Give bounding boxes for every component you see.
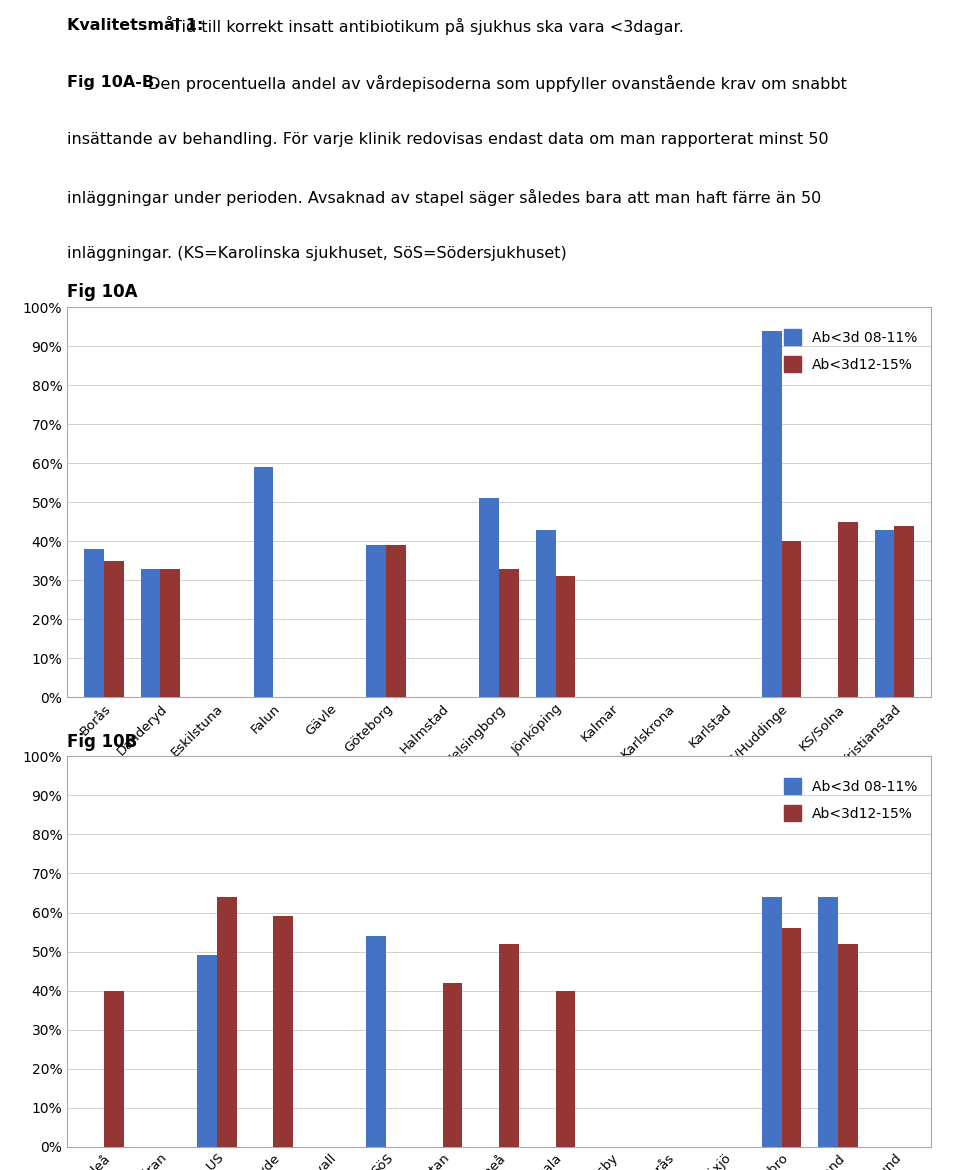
- Bar: [84, 549, 104, 697]
- Text: inläggningar under perioden. Avsaknad av stapel säger således bara att man haft : inläggningar under perioden. Avsaknad av…: [67, 190, 822, 206]
- Bar: [838, 522, 858, 697]
- Bar: [367, 545, 386, 697]
- Bar: [895, 525, 914, 697]
- Bar: [386, 545, 406, 697]
- Bar: [762, 897, 781, 1147]
- Bar: [197, 956, 217, 1147]
- Bar: [140, 569, 160, 697]
- Bar: [499, 944, 519, 1147]
- Text: insättande av behandling. För varje klinik redovisas endast data om man rapporte: insättande av behandling. För varje klin…: [67, 132, 828, 147]
- Text: Fig 10A-B.: Fig 10A-B.: [67, 75, 160, 90]
- Bar: [443, 983, 463, 1147]
- Bar: [838, 944, 858, 1147]
- Bar: [274, 916, 293, 1147]
- Bar: [556, 577, 575, 697]
- Text: Fig 10A: Fig 10A: [67, 283, 137, 302]
- Legend: Ab<3d 08-11%, Ab<3d12-15%: Ab<3d 08-11%, Ab<3d12-15%: [778, 771, 924, 828]
- Bar: [818, 897, 838, 1147]
- Bar: [367, 936, 386, 1147]
- Bar: [781, 542, 802, 697]
- Bar: [479, 498, 499, 697]
- Bar: [104, 991, 124, 1147]
- Bar: [160, 569, 180, 697]
- Bar: [217, 897, 236, 1147]
- Bar: [499, 569, 519, 697]
- Bar: [556, 991, 575, 1147]
- Text: Kvalitetsmål 1:: Kvalitetsmål 1:: [67, 18, 204, 33]
- Text: Tid till korrekt insatt antibiotikum på sjukhus ska vara <3dagar.: Tid till korrekt insatt antibiotikum på …: [167, 18, 684, 35]
- Text: inläggningar. (KS=Karolinska sjukhuset, SöS=Södersjukhuset): inläggningar. (KS=Karolinska sjukhuset, …: [67, 247, 567, 261]
- Bar: [536, 530, 556, 697]
- Bar: [781, 928, 802, 1147]
- Text: Den procentuella andel av vårdepisoderna som uppfyller ovanstående krav om snabb: Den procentuella andel av vårdepisoderna…: [143, 75, 847, 91]
- Text: Fig 10B: Fig 10B: [67, 732, 137, 751]
- Bar: [253, 467, 274, 697]
- Legend: Ab<3d 08-11%, Ab<3d12-15%: Ab<3d 08-11%, Ab<3d12-15%: [778, 322, 924, 379]
- Bar: [762, 331, 781, 697]
- Bar: [104, 560, 124, 697]
- Bar: [875, 530, 895, 697]
